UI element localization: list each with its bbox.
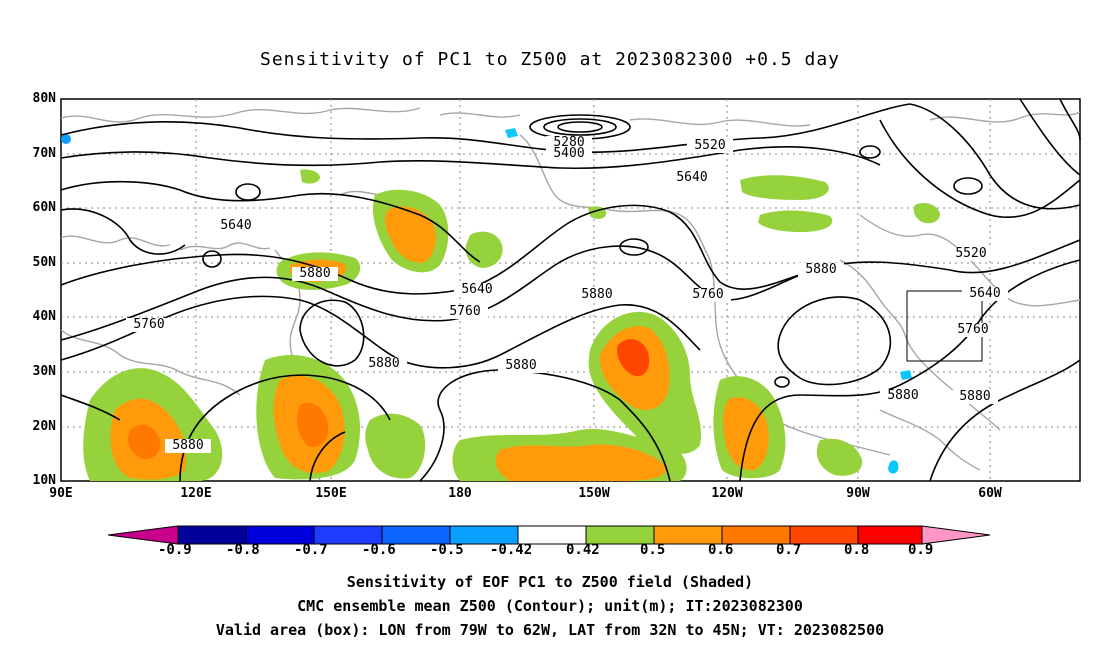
- colorbar: [107, 525, 991, 545]
- svg-text:5880: 5880: [805, 262, 836, 277]
- lat-label: 10N: [32, 473, 56, 488]
- contour-label: 5760: [950, 322, 996, 337]
- contour-label: 5640: [962, 286, 1008, 301]
- svg-text:5520: 5520: [694, 138, 725, 153]
- colorbar-label: -0.6: [362, 542, 396, 558]
- svg-text:5760: 5760: [133, 317, 164, 332]
- contour-label: 5880: [498, 358, 544, 373]
- colorbar-label: 0.5: [640, 542, 666, 558]
- lon-label: 150E: [315, 486, 347, 501]
- svg-text:5760: 5760: [449, 304, 480, 319]
- lon-label: 120E: [180, 486, 212, 501]
- lon-label: 60W: [978, 486, 1002, 501]
- contour-label: 5640: [669, 170, 715, 185]
- svg-text:5640: 5640: [220, 218, 251, 233]
- contour-label: 5760: [685, 287, 731, 302]
- svg-text:5520: 5520: [955, 246, 986, 261]
- lat-label: 30N: [32, 364, 56, 379]
- contour-labels: 5280 5400 5520 5640 5640 5640 5520 5640 …: [126, 135, 1008, 453]
- contour-label: 5880: [574, 287, 620, 302]
- svg-text:5640: 5640: [969, 286, 1000, 301]
- svg-text:5880: 5880: [368, 356, 399, 371]
- lon-label: 90E: [49, 486, 73, 501]
- lon-label: 90W: [846, 486, 870, 501]
- svg-text:5640: 5640: [676, 170, 707, 185]
- lat-label: 20N: [32, 419, 56, 434]
- colorbar-label: -0.8: [226, 542, 260, 558]
- contour-label: 5880: [952, 389, 998, 404]
- lat-label: 40N: [32, 309, 56, 324]
- colorbar-label: -0.5: [430, 542, 464, 558]
- contour-label: 5520: [948, 246, 994, 261]
- svg-text:5880: 5880: [299, 266, 330, 281]
- contour-label: 5880: [880, 388, 926, 403]
- colorbar-label: 0.8: [844, 542, 870, 558]
- chart-title: Sensitivity of PC1 to Z500 at 2023082300…: [259, 49, 840, 70]
- contour-label: 5400: [546, 146, 592, 161]
- contour-label: 5760: [442, 304, 488, 319]
- contour-label: 5880: [165, 438, 211, 453]
- caption-contour: CMC ensemble mean Z500 (Contour); unit(m…: [297, 597, 803, 615]
- contour-label: 5640: [454, 282, 500, 297]
- colorbar-label: -0.7: [294, 542, 328, 558]
- svg-text:5880: 5880: [959, 389, 990, 404]
- contour-label: 5520: [687, 138, 733, 153]
- lat-label: 70N: [32, 146, 56, 161]
- svg-text:5880: 5880: [887, 388, 918, 403]
- svg-text:5880: 5880: [581, 287, 612, 302]
- lat-label: 80N: [32, 91, 56, 106]
- lat-label: 50N: [32, 255, 56, 270]
- colorbar-label: -0.42: [490, 542, 533, 558]
- svg-text:5760: 5760: [957, 322, 988, 337]
- colorbar-label: -0.9: [158, 542, 192, 558]
- svg-text:5880: 5880: [505, 358, 536, 373]
- svg-text:5640: 5640: [461, 282, 492, 297]
- svg-text:5280: 5280: [553, 135, 584, 150]
- colorbar-label: 0.42: [566, 542, 600, 558]
- contour-label: 5880: [798, 262, 844, 277]
- contour-label: 5760: [126, 317, 172, 332]
- lon-label: 180: [448, 486, 472, 501]
- colorbar-label: 0.9: [908, 542, 934, 558]
- svg-text:5400: 5400: [553, 146, 584, 161]
- colorbar-label: 0.6: [708, 542, 734, 558]
- caption-shaded: Sensitivity of EOF PC1 to Z500 field (Sh…: [346, 573, 754, 591]
- lon-label: 150W: [578, 486, 610, 501]
- lat-label: 60N: [32, 200, 56, 215]
- contour-label: 5880: [361, 356, 407, 371]
- colorbar-label: 0.7: [776, 542, 802, 558]
- svg-text:5760: 5760: [692, 287, 723, 302]
- svg-text:5880: 5880: [172, 438, 203, 453]
- contour-label: 5280: [546, 135, 592, 150]
- lon-label: 120W: [711, 486, 743, 501]
- contour-label: 5640: [213, 218, 259, 233]
- contour-label: 5880: [292, 266, 338, 281]
- caption-valid-area: Valid area (box): LON from 79W to 62W, L…: [215, 621, 885, 639]
- colorbar-max-triangle: [921, 525, 991, 545]
